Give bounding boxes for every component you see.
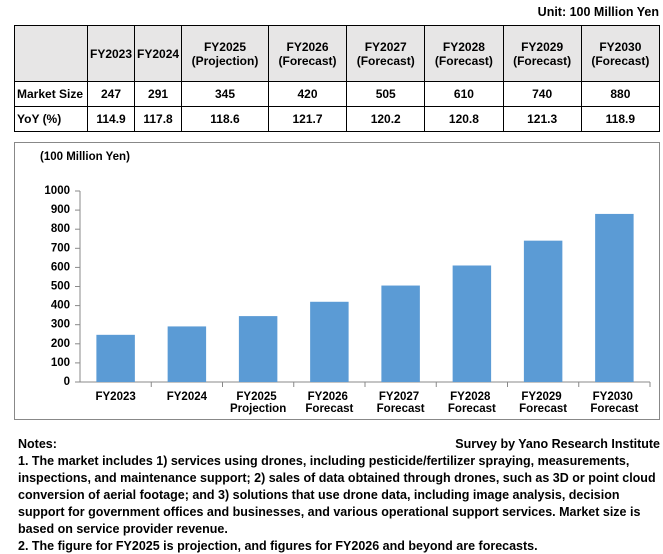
y-tick-label: 0 xyxy=(64,376,70,388)
header-cell: FY2024 xyxy=(134,25,183,82)
notes: Notes: Survey by Yano Research Institute… xyxy=(18,436,660,554)
x-tick-label: FY2028 Forecast xyxy=(448,391,496,415)
header-cell: FY2026 (Forecast) xyxy=(267,25,348,82)
cell: 118.6 xyxy=(181,106,269,132)
source: Survey by Yano Research Institute xyxy=(455,437,660,451)
x-tick-label: FY2029 Forecast xyxy=(519,391,567,415)
y-tick-label: 1000 xyxy=(44,185,70,197)
note: 1. The market includes 1) services using… xyxy=(18,454,656,536)
header-cell: FY2029 (Forecast) xyxy=(502,25,582,82)
cell: 345 xyxy=(181,81,269,107)
table-row: Market Size 247 291 345 420 505 610 740 880 xyxy=(14,81,661,107)
y-tick-label: 400 xyxy=(51,300,70,312)
x-tick-label: FY2027 Forecast xyxy=(377,391,425,415)
cell: 610 xyxy=(424,81,504,107)
cell: 291 xyxy=(134,81,183,107)
data-table: FY2023 FY2024 FY2025 (Projection) FY2026 (F… xyxy=(14,25,661,132)
notes-heading: Notes: xyxy=(18,437,57,451)
x-tick-label: FY2023 xyxy=(95,391,135,403)
y-tick-label: 700 xyxy=(51,242,70,254)
header-row: FY2023 FY2024 FY2025 (Projection) FY2026 (F… xyxy=(14,25,661,82)
bar xyxy=(595,213,634,382)
bar xyxy=(310,301,349,382)
y-tick-label: 900 xyxy=(51,204,70,216)
cell: 120.2 xyxy=(346,106,426,132)
chart: (100 Million Yen) 0 100 200 300 400 500 600 700… xyxy=(14,142,660,420)
x-tick-label: FY2025 Projection xyxy=(230,391,286,415)
cell: 420 xyxy=(267,81,348,107)
bar xyxy=(523,240,563,382)
bar xyxy=(381,285,420,382)
header-cell: FY2030 (Forecast) xyxy=(580,25,661,82)
cell: 740 xyxy=(502,81,582,107)
y-tick-label: 100 xyxy=(51,357,70,369)
cell: 120.8 xyxy=(424,106,504,132)
unit-label: Unit: 100 Million Yen xyxy=(537,5,659,19)
y-tick-label: 800 xyxy=(51,223,70,235)
header-cell: FY2023 xyxy=(86,25,136,82)
row-label: YoY (%) xyxy=(14,106,88,132)
cell: 114.9 xyxy=(86,106,136,132)
x-tick-label: FY2026 Forecast xyxy=(305,391,353,415)
cell: 117.8 xyxy=(134,106,183,132)
table-row: YoY (%) 114.9 117.8 118.6 121.7 120.2 120.8 121… xyxy=(14,106,661,132)
cell: 121.7 xyxy=(267,106,348,132)
y-tick-label: 200 xyxy=(51,338,70,350)
row-label: Market Size xyxy=(14,81,88,107)
cell: 505 xyxy=(346,81,426,107)
bar xyxy=(96,334,135,382)
header-cell: FY2027 (Forecast) xyxy=(346,25,426,82)
y-axis-label: (100 Million Yen) xyxy=(40,151,130,163)
header-cell: FY2025 (Projection) xyxy=(181,25,269,82)
y-tick-label: 500 xyxy=(51,281,70,293)
cell: 121.3 xyxy=(502,106,582,132)
y-tick-label: 300 xyxy=(51,319,70,331)
x-tick-label: FY2030 Forecast xyxy=(590,391,638,415)
table-body: Market Size 247 291 345 420 505 610 740 880 YoY (… xyxy=(14,81,661,132)
x-tick-label: FY2024 xyxy=(167,391,208,403)
cell: 880 xyxy=(580,81,661,107)
bar xyxy=(167,326,207,382)
bar xyxy=(238,316,278,382)
header-cell: FY2028 (Forecast) xyxy=(424,25,504,82)
corner-cell xyxy=(14,25,88,82)
y-tick-label: 600 xyxy=(51,261,70,273)
bar xyxy=(452,265,492,382)
note: 2. The figure for FY2025 is projection, … xyxy=(18,539,538,553)
cell: 247 xyxy=(86,81,136,107)
cell: 118.9 xyxy=(580,106,661,132)
